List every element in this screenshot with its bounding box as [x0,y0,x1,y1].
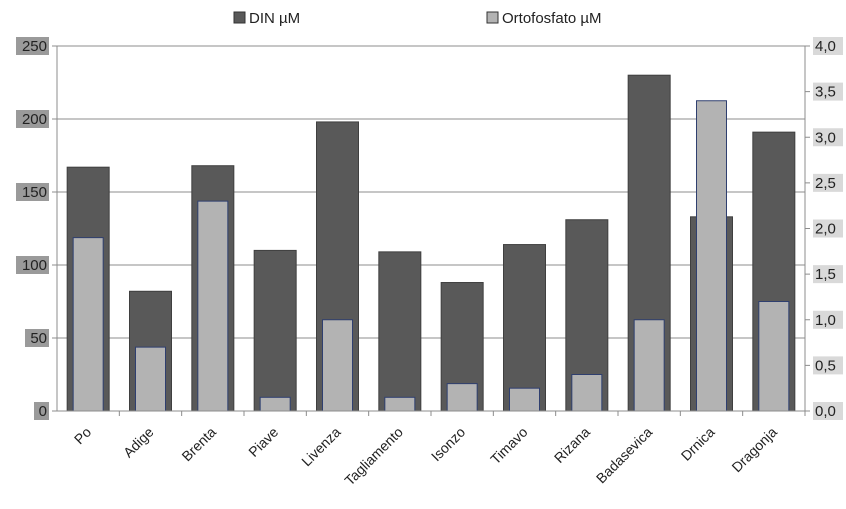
y-right-tick-bg [813,402,843,420]
y-right-tick-bg [813,219,843,238]
y-left-tick-label: 0 [39,403,47,420]
legend-label: DIN µM [249,10,300,27]
bar-ortofosfato [758,301,790,412]
bar-ortofosfato [384,396,416,412]
bar-ortofosfato [446,383,478,412]
x-category-label: Timavo [487,424,531,468]
bar-ortofosfato [509,387,540,412]
bar-ortofosfato [633,319,665,412]
y-right-tick-bg [813,310,843,329]
y-right-tick-bg [813,128,843,147]
y-right-tick-label: 3,0 [815,129,836,146]
x-category-label: Adige [120,424,157,461]
y-right-tick-label: 3,5 [815,84,836,101]
bar-ortofosfato [72,237,104,412]
x-category-label: Badasevica [593,424,656,487]
bars [66,74,796,412]
x-category-label: Piave [245,424,281,460]
legend: DIN µM Ortofosfato µM [233,10,602,27]
y-left-tick-bg [16,183,49,201]
bar-ortofosfato [696,100,727,412]
y-right-tick-bg [813,37,843,55]
axes: 0 50 100 150 200 250 0,0 0,5 1,0 1,5 2,0 2,5 3,0 3,5 4… [16,37,843,420]
x-category-label: Rizana [551,424,593,466]
y-right-tick-bg [813,265,843,284]
bar-ortofosfato [259,396,291,412]
y-right-tick-bg [813,82,843,101]
bar-din [503,244,546,412]
y-right-tick-label: 4,0 [815,38,836,55]
legend-swatch [486,11,499,24]
x-category-label: Po [71,424,95,448]
y-right-tick-label: 0,0 [815,403,836,420]
bar-ortofosfato [197,200,229,412]
bar-ortofosfato [571,374,603,412]
y-right-tick-label: 1,5 [815,266,836,283]
y-left-tick-label: 250 [22,38,47,55]
y-right-tick-label: 0,5 [815,357,836,374]
y-right-tick-label: 2,0 [815,221,836,238]
bar-ortofosfato [135,346,166,412]
y-right-tick-bg [813,356,843,375]
y-left-tick-label: 100 [22,257,47,274]
y-left-tick-bg [25,329,49,347]
bar-din [378,251,422,412]
x-category-label: Brenta [178,424,219,465]
x-category-label: Dragonja [728,424,780,476]
y-left-tick-bg [16,256,49,274]
y-left-tick-label: 150 [22,184,47,201]
bar-ortofosfato [322,319,353,412]
legend-label: Ortofosfato µM [502,10,602,27]
x-category-label: Livenza [298,424,344,470]
bar-din [253,249,297,412]
x-category-label: Drnica [678,424,718,464]
y-right-tick-label: 2,5 [815,175,836,192]
x-category-label: Isonzo [428,424,469,465]
y-right-tick-bg [813,173,843,192]
y-left-tick-bg [16,37,49,55]
y-right-tick-label: 1,0 [815,312,836,329]
y-left-tick-label: 50 [30,330,47,347]
y-left-tick-bg [34,402,49,420]
y-left-tick-bg [16,110,49,128]
y-left-tick-label: 200 [22,111,47,128]
legend-swatch [233,11,246,24]
x-category-label: Tagliamento [341,424,406,489]
